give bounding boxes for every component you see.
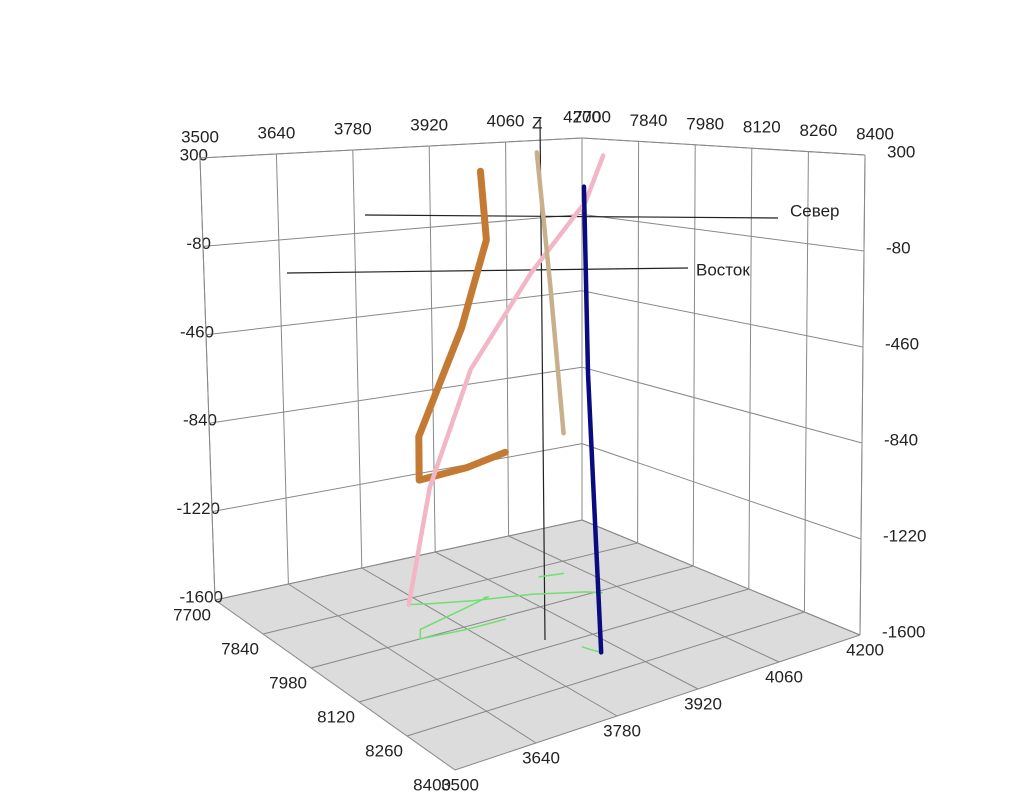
grid-line <box>358 588 749 703</box>
z-tick-label: 300 <box>887 142 915 161</box>
grid-line <box>275 153 289 585</box>
grid-line <box>581 366 863 444</box>
box-edge <box>581 137 866 156</box>
floor-trace <box>408 591 603 606</box>
north-label: Север <box>790 201 839 220</box>
grid-line <box>406 611 805 737</box>
x-tick-label: 3640 <box>257 123 295 142</box>
x-tick-label: 3780 <box>603 721 641 740</box>
east-label: Восток <box>696 260 750 279</box>
grid-line <box>262 542 638 635</box>
well-line <box>581 184 604 655</box>
grid-line <box>205 290 583 336</box>
grid-line <box>505 141 510 537</box>
y-tick-label: 7700 <box>573 107 611 126</box>
grid-line <box>208 366 583 424</box>
grid-line <box>581 443 862 540</box>
z-tick-label: -460 <box>885 334 919 353</box>
x-tick-label: 4200 <box>563 107 601 126</box>
grid-line <box>288 583 537 744</box>
z-label: Z <box>532 113 542 132</box>
y-tick-label: 8260 <box>365 741 403 760</box>
z-tick-label: -840 <box>884 430 918 449</box>
y-tick-label: 8260 <box>799 121 837 140</box>
grid-line <box>361 567 618 717</box>
z-tick-label: -460 <box>180 322 214 341</box>
x-tick-label: 4200 <box>846 640 884 659</box>
grid-line <box>454 634 861 771</box>
grid-line <box>434 551 699 690</box>
grid-line <box>214 519 583 601</box>
grid-line <box>508 535 780 663</box>
grid-line <box>803 151 809 613</box>
x-tick-label: 3920 <box>684 694 722 713</box>
z-tick-label: -80 <box>886 238 911 257</box>
grid-line <box>581 213 865 252</box>
well-line <box>415 167 509 484</box>
z-tick-label: -1220 <box>177 499 220 518</box>
grid-line <box>352 149 363 569</box>
series <box>406 150 606 655</box>
grid-line <box>692 144 696 567</box>
x-tick-label: 3500 <box>181 127 219 146</box>
z-tick-label: -1600 <box>882 622 925 641</box>
east-axis <box>286 267 689 274</box>
box-edge <box>199 137 583 159</box>
y-tick-label: 7700 <box>173 605 211 624</box>
floor <box>215 520 860 770</box>
y-tick-label: 8120 <box>743 118 781 137</box>
grid-line <box>581 290 864 348</box>
grid-line <box>211 443 583 513</box>
grid: 3500 3500 3640 3640 3780 3780 3920 3920 4060 4060… <box>173 107 926 794</box>
grid-line <box>214 599 456 771</box>
z-tick-label: -840 <box>183 411 217 430</box>
grid-line <box>581 519 861 636</box>
grid-line <box>748 148 753 590</box>
z-tick-label: -1600 <box>180 587 223 606</box>
x-tick-label: 3920 <box>410 115 448 134</box>
y-tick-label: 8120 <box>317 707 355 726</box>
well-line <box>406 153 606 607</box>
x-tick-label: 4060 <box>487 111 525 130</box>
box-edge <box>859 154 866 636</box>
y-tick-label: 7980 <box>686 114 724 133</box>
y-tick-label: 7980 <box>269 673 307 692</box>
grid-line <box>202 213 583 247</box>
x-tick-label: 3640 <box>522 748 560 767</box>
y-tick-label: 8400 <box>856 124 894 143</box>
x-tick-label: 4060 <box>765 667 803 686</box>
x-tick-label: 3780 <box>334 119 372 138</box>
y-tick-label: 7840 <box>630 111 668 130</box>
floor-trace <box>581 645 602 654</box>
z-tick-label: -1220 <box>883 526 926 545</box>
y-tick-label: 7840 <box>221 639 259 658</box>
y-tick-label: 8400 <box>413 775 451 794</box>
grid-line <box>637 141 640 544</box>
box-edge <box>199 157 216 601</box>
z-tick-label: -80 <box>186 234 211 253</box>
floor-trace <box>538 572 565 578</box>
floor-trace <box>419 595 506 640</box>
x-tick-label: 3500 <box>441 775 479 794</box>
grid-line <box>428 145 436 553</box>
z-tick-label: 300 <box>180 145 208 164</box>
grid-line <box>310 565 694 669</box>
well-line <box>534 150 566 436</box>
